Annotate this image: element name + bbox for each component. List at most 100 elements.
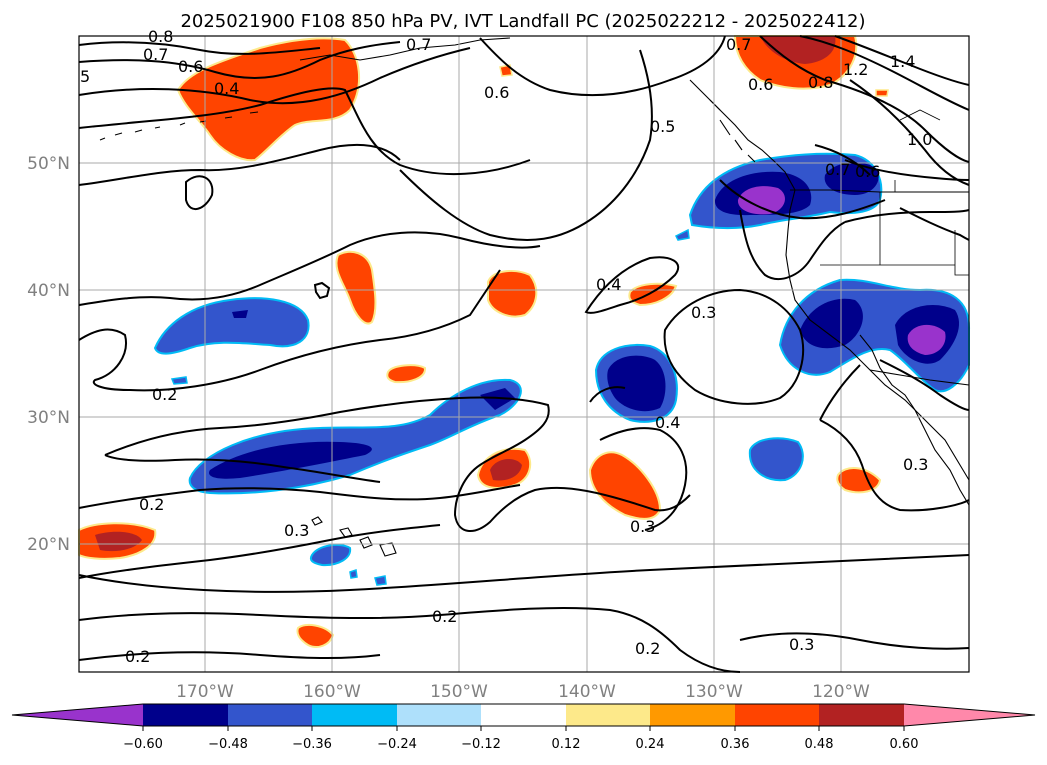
negative-anomaly-shading xyxy=(153,152,971,586)
shade-region xyxy=(737,186,785,215)
contour-label: 0.8 xyxy=(808,73,833,92)
colorbar-tick-label: 0.36 xyxy=(721,737,750,752)
colorbar-tick-label: −0.24 xyxy=(377,737,417,752)
contour-label: 0.2 xyxy=(432,607,457,626)
contour-label: 0.2 xyxy=(152,385,177,404)
contour-line xyxy=(78,524,441,579)
contour-line xyxy=(844,209,970,223)
map-frame xyxy=(78,35,970,673)
contour-label: 0.7 xyxy=(406,35,431,54)
colorbar-tick-label: −0.60 xyxy=(123,737,163,752)
contour-line xyxy=(599,427,688,531)
shade-region xyxy=(748,437,804,482)
shade-region xyxy=(170,376,188,385)
lon-label: 170°W xyxy=(176,682,234,702)
lat-label: 20°N xyxy=(27,535,70,555)
colorbar-extend-high xyxy=(904,704,1035,726)
contour-label: 0.7 xyxy=(143,45,168,64)
colorbar-tick-label: −0.48 xyxy=(208,737,248,752)
contour-label: 0.6 xyxy=(178,57,203,76)
shade-region xyxy=(487,269,538,318)
lon-label: 150°W xyxy=(430,682,488,702)
contour-line xyxy=(78,269,501,392)
contour-label: 0.6 xyxy=(484,83,509,102)
shade-region xyxy=(349,569,358,579)
contour-line xyxy=(78,47,471,105)
shade-region xyxy=(674,228,690,241)
lat-label: 30°N xyxy=(27,408,70,428)
contour-label: 0.2 xyxy=(125,647,150,666)
colorbar-tick-label: 0.48 xyxy=(805,737,834,752)
shade-region xyxy=(374,575,387,586)
longitude-labels: 170°W 160°W 150°W 140°W 130°W 120°W xyxy=(176,682,870,702)
contour-label: 0.4 xyxy=(655,413,680,432)
contour-line xyxy=(78,143,401,186)
contour-label: 1.4 xyxy=(890,52,915,71)
contour-label: 0.3 xyxy=(903,455,928,474)
lon-label: 140°W xyxy=(558,682,616,702)
contour-line xyxy=(104,454,381,483)
shade-region xyxy=(607,355,666,412)
colorbar-ticks xyxy=(142,726,905,731)
lat-label: 50°N xyxy=(27,154,70,174)
hawaii-islands xyxy=(311,516,397,557)
contour-line xyxy=(78,606,741,673)
contour-label: 0.3 xyxy=(284,521,309,540)
contour-label: 5 xyxy=(80,67,90,86)
colorbar-segment xyxy=(566,704,650,726)
contour-label: 0.7 xyxy=(726,35,751,54)
contour-line xyxy=(589,386,626,403)
contour-line xyxy=(479,35,726,97)
shade-region xyxy=(176,37,361,162)
colorbar-segment xyxy=(312,704,397,726)
ivt-contours xyxy=(78,35,970,673)
colorbar-tick-label: −0.12 xyxy=(461,737,501,752)
contour-line xyxy=(814,144,871,176)
contour-line xyxy=(844,159,970,181)
colorbar: −0.60 −0.48 −0.36 −0.24 −0.12 0.12 0.24 … xyxy=(11,703,1036,752)
contour-label: 1.2 xyxy=(843,60,868,79)
contour-line xyxy=(78,41,401,79)
contour-label: 0.2 xyxy=(635,639,660,658)
colorbar-extend-low xyxy=(12,704,143,726)
shade-region xyxy=(760,36,836,64)
contour-line xyxy=(78,87,531,176)
colorbar-segment xyxy=(735,704,819,726)
contour-label: 0.6 xyxy=(748,75,773,94)
bc-islands xyxy=(709,99,756,163)
latitude-labels: 50°N 40°N 30°N 20°N xyxy=(27,154,70,555)
contour-line xyxy=(739,209,846,280)
gridlines xyxy=(79,36,969,672)
contour-line xyxy=(78,651,381,661)
shade-region xyxy=(296,623,335,648)
shade-region xyxy=(335,250,377,325)
lon-label: 120°W xyxy=(812,682,870,702)
colorbar-segment xyxy=(819,704,904,726)
shade-region xyxy=(490,458,522,481)
shade-region xyxy=(907,324,946,355)
contour-line xyxy=(663,288,804,405)
contour-label: 0.4 xyxy=(596,275,621,294)
contour-line xyxy=(739,632,970,650)
colorbar-tick-label: 0.60 xyxy=(890,737,919,752)
contour-line xyxy=(185,175,214,210)
coastline-north-america xyxy=(689,79,970,481)
contour-line xyxy=(819,364,861,421)
map-title: 2025021900 F108 850 hPa PV, IVT Landfall… xyxy=(180,11,865,32)
shade-region xyxy=(836,467,882,494)
positive-anomaly-shading xyxy=(78,35,889,648)
shade-region xyxy=(309,543,352,567)
aleutian-islands xyxy=(99,111,259,141)
coastline-baja xyxy=(859,334,970,506)
coastline-alaska xyxy=(299,37,511,61)
contour-line xyxy=(78,231,541,306)
shade-region xyxy=(153,297,310,355)
shade-region xyxy=(95,531,142,552)
contour-line xyxy=(819,419,970,512)
colorbar-segment xyxy=(228,704,312,726)
shade-region xyxy=(480,388,515,410)
border-canada-us xyxy=(790,189,969,193)
shade-region xyxy=(628,282,678,307)
contour-label: 0.2 xyxy=(139,495,164,514)
